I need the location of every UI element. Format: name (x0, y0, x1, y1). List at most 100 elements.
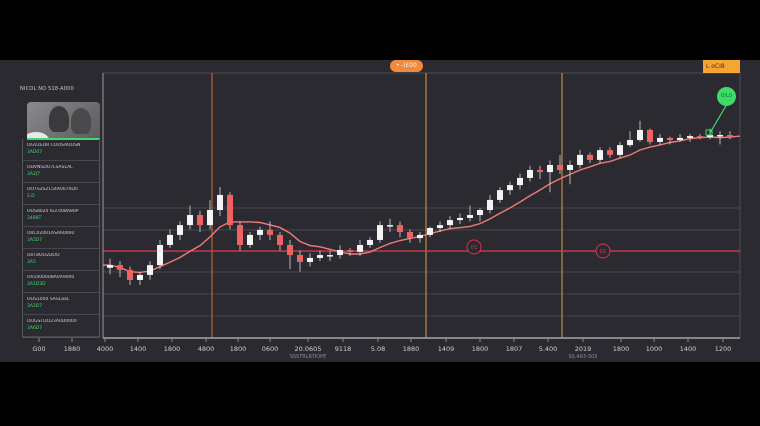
candle-body (667, 137, 673, 141)
candle-body (287, 244, 293, 256)
watchlist-item[interactable]: OOTS2S2154A0070D0 S.D (23, 183, 99, 205)
x-tick-label: 1400 (130, 345, 147, 353)
candle-body (467, 215, 473, 218)
x-tick-label: 1880 (403, 345, 420, 353)
x-tick-label: 0600 (262, 345, 279, 353)
candle-body (247, 234, 253, 245)
x-tick-label: 5.400 (539, 345, 558, 353)
candle-body (377, 225, 383, 240)
candle-body (627, 140, 633, 146)
level-marker (595, 243, 611, 259)
watchlist-item-label: O0T8OO2DOO (27, 253, 60, 258)
watchlist-item[interactable]: ODVNSDO7LSASLAL 3A2J7 (23, 161, 99, 183)
x-tick-label: 1409 (438, 345, 455, 353)
watchlist-item-label: OGV2EDR COOSAOOSN (27, 143, 81, 148)
x-tick-label: 5.08 (371, 345, 385, 353)
watchlist-item-label: OOS1000 SASLaaL (27, 297, 70, 302)
candle-body (297, 255, 303, 262)
candle-body (567, 164, 573, 170)
watchlist-item[interactable]: OV100000BA0A9000 3A1D3D (23, 271, 99, 293)
candle-body (497, 190, 503, 200)
watchlist-item-value: 3A1D3D (27, 282, 46, 287)
candle-body (197, 215, 203, 226)
watchlist-item[interactable]: OOGSTDO23A0D0000 3A6D7 (23, 315, 99, 337)
candle-body (417, 234, 423, 239)
candle-body (157, 244, 163, 266)
x-tick-label: 4800 (198, 345, 215, 353)
candle-body (237, 225, 243, 245)
candle-body (507, 185, 513, 191)
candle-body (557, 164, 563, 170)
x-tick-label: G00 (32, 345, 45, 353)
price-tag-pill[interactable]: • -I£00 (390, 60, 423, 72)
signal-pointer (709, 103, 728, 134)
price-tag-box[interactable]: L oCI8 (703, 60, 740, 73)
candle-body (147, 265, 153, 275)
candle-body (657, 137, 663, 142)
candle-body (477, 210, 483, 216)
candle-body (137, 274, 143, 280)
x-tick-label: 1800 (230, 345, 247, 353)
watchlist-item-label: OOTS2S2154A0070D0 (27, 187, 78, 192)
candle-body (447, 220, 453, 226)
x-tick-label: 2019 (575, 345, 592, 353)
candle-body (517, 177, 523, 186)
moving-average-line (103, 135, 741, 274)
level-marker-label: 01 (471, 245, 478, 251)
candle-body (587, 154, 593, 160)
candle-body (697, 136, 703, 138)
candle-body (397, 225, 403, 232)
candle-body (327, 255, 333, 257)
candle-body (257, 229, 263, 235)
candle-body (217, 194, 223, 211)
x-tick-label: 1800 (164, 345, 181, 353)
candle-body (367, 239, 373, 245)
watchlist-item-value: 3A2D7 (27, 304, 43, 309)
candle-body (337, 250, 343, 256)
candle-body (167, 234, 173, 245)
candle-body (107, 265, 113, 268)
x-tick-label: 20.0605 (295, 345, 322, 353)
candle-body (527, 169, 533, 178)
watchlist-item[interactable]: OOS8020 IS3.008A80P 34B8T (23, 205, 99, 227)
candle-body (207, 210, 213, 226)
candle-body (597, 150, 603, 160)
candle-body (677, 137, 683, 141)
candle-body (637, 129, 643, 141)
watchlist-item-label: OOGSTDO23A0D0000 (27, 319, 77, 324)
watchlist-item[interactable]: OGV2EDR COOSAOOSN 3AD07 (23, 139, 99, 161)
candle-body (577, 154, 583, 165)
watchlist-item[interactable]: OOS1000 SASLaaL 3A2D7 (23, 293, 99, 315)
watchlist-item-value: S.D (27, 194, 35, 199)
watchlist-item-label: OOS8020 IS3.008A80P (27, 209, 79, 214)
watchlist-item[interactable]: O0C02001ASA60000 3A5D7 (23, 227, 99, 249)
candle-body (357, 244, 363, 252)
candle-body (127, 269, 133, 280)
candle-body (427, 228, 433, 235)
thumbnail-image[interactable] (27, 102, 100, 140)
plot-frame (102, 72, 741, 339)
candle-body (187, 215, 193, 226)
watchlist-item[interactable]: O0T8OO2DOO 3A5 (23, 249, 99, 271)
candle-body (437, 225, 443, 229)
candle-body (487, 199, 493, 211)
watchlist-item-value: 3A6D7 (27, 326, 43, 331)
x-tick-label: 1000 (646, 345, 663, 353)
x-sub-label: SSSTRLRTIOPE (290, 354, 327, 360)
watchlist-item-value: 3AD07 (27, 150, 43, 155)
x-tick-label: 1880 (64, 345, 81, 353)
x-tick-label: 1800 (613, 345, 630, 353)
watchlist-item-value: 3A5D7 (27, 238, 43, 243)
x-sub-label: SS.4A3-S05 (568, 354, 597, 360)
watchlist: OGV2EDR COOSAOOSN 3AD07 ODVNSDO7LSASLAL 3A2… (22, 139, 100, 338)
watchlist-item-label: O0C02001ASA60000 (27, 231, 75, 236)
signal-bubble[interactable]: 0/L0 (717, 87, 736, 106)
x-tick-label: 1400 (680, 345, 697, 353)
watchlist-item-label: ODVNSDO7LSASLAL (27, 165, 73, 170)
candle-body (387, 225, 393, 227)
candle-body (727, 135, 733, 138)
candle-body (647, 129, 653, 142)
watchlist-item-value: 3A2J7 (27, 172, 40, 177)
candle-body (617, 145, 623, 155)
